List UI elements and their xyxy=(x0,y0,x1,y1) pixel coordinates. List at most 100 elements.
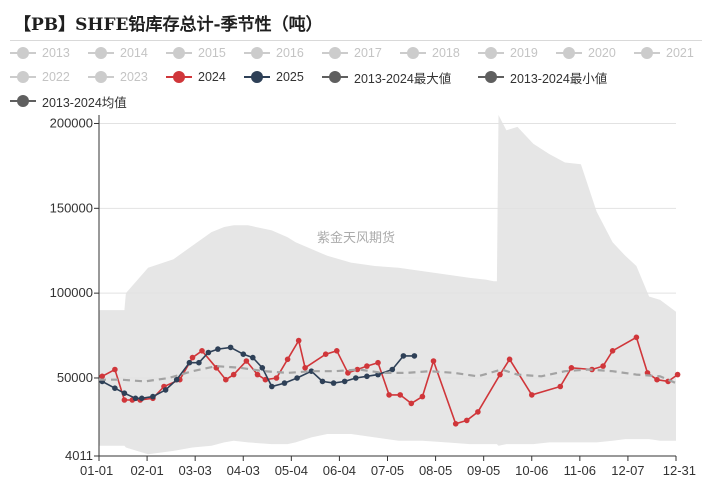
legend-item-2022[interactable]: 2022 xyxy=(10,68,70,86)
data-point-2024 xyxy=(284,356,291,363)
x-tick-label: 08-05 xyxy=(419,463,452,478)
x-tick-label: 04-03 xyxy=(227,463,260,478)
y-tick-label: 200000 xyxy=(50,115,93,130)
legend-item-2023[interactable]: 2023 xyxy=(88,68,148,86)
legend-marker-icon xyxy=(322,70,348,84)
x-tick-label: 06-04 xyxy=(323,463,356,478)
legend-item-2015[interactable]: 2015 xyxy=(166,44,226,62)
data-point-2024 xyxy=(112,366,118,373)
data-point-2025 xyxy=(196,359,202,366)
legend-marker-icon xyxy=(166,46,192,60)
data-point-2025 xyxy=(132,395,139,402)
data-point-2024 xyxy=(557,383,564,390)
data-point-2024 xyxy=(475,409,481,415)
data-point-2025 xyxy=(341,378,348,385)
data-point-2025 xyxy=(215,346,221,352)
legend-label: 2016 xyxy=(276,46,304,60)
data-point-2024 xyxy=(408,400,415,407)
legend-label: 2019 xyxy=(510,46,538,60)
legend-label: 2018 xyxy=(432,46,460,60)
data-point-2025 xyxy=(281,380,288,386)
legend-label: 2013-2024最大値 xyxy=(354,71,452,86)
legend-marker-icon xyxy=(88,46,114,60)
legend-item-2016[interactable]: 2016 xyxy=(244,44,304,62)
data-point-2024 xyxy=(419,393,426,400)
legend-label: 2021 xyxy=(666,46,694,60)
data-point-2025 xyxy=(150,393,156,400)
data-point-2025 xyxy=(364,373,370,380)
title-divider xyxy=(10,40,702,41)
data-point-2024 xyxy=(506,356,513,363)
legend-item-2014[interactable]: 2014 xyxy=(88,44,148,62)
y-tick-label: 150000 xyxy=(50,200,93,215)
legend-label: 2017 xyxy=(354,46,382,60)
legend-label: 2013 xyxy=(42,46,70,60)
data-point-2025 xyxy=(205,349,212,356)
data-point-2024 xyxy=(199,348,205,354)
legend-label: 2014 xyxy=(120,46,148,60)
data-point-2025 xyxy=(330,380,337,386)
data-point-2025 xyxy=(240,351,247,358)
data-point-2024 xyxy=(386,392,392,398)
data-point-2025 xyxy=(139,395,145,402)
data-point-2025 xyxy=(269,383,275,390)
x-tick-label: 03-03 xyxy=(179,463,212,478)
data-point-2025 xyxy=(259,365,266,371)
legend-item-2025[interactable]: 2025 xyxy=(244,68,304,86)
data-point-2024 xyxy=(375,359,381,366)
data-point-2024 xyxy=(243,358,250,364)
data-point-2024 xyxy=(189,354,196,361)
legend-marker-icon xyxy=(478,70,504,84)
legend-item-2021[interactable]: 2021 xyxy=(634,44,694,62)
legend-item-2017[interactable]: 2017 xyxy=(322,44,382,62)
legend-marker-icon xyxy=(244,70,270,84)
data-point-2024 xyxy=(302,365,308,371)
data-point-2024 xyxy=(254,371,261,378)
x-tick-label: 09-05 xyxy=(467,463,500,478)
data-point-2024 xyxy=(322,351,329,358)
legend-item-2019[interactable]: 2019 xyxy=(478,44,538,62)
y-tick-label: 50000 xyxy=(57,370,93,385)
data-point-2025 xyxy=(121,390,128,397)
legend-item-2013-2024-[interactable]: 2013-2024最小値 xyxy=(478,68,607,86)
legend-item-2013-2024-[interactable]: 2013-2024最大値 xyxy=(322,68,451,86)
legend-label: 2020 xyxy=(588,46,616,60)
data-point-2024 xyxy=(529,392,535,398)
data-point-2024 xyxy=(464,417,470,424)
data-point-2024 xyxy=(654,376,660,383)
legend-marker-icon xyxy=(88,70,114,84)
data-point-2024 xyxy=(397,392,404,398)
data-point-2025 xyxy=(400,353,407,359)
legend-marker-icon xyxy=(556,46,582,60)
data-point-2025 xyxy=(250,354,256,361)
data-point-2025 xyxy=(319,378,326,385)
watermark-text: 紫金天风期货 xyxy=(317,230,395,246)
data-point-2024 xyxy=(452,421,459,427)
x-tick-label: 05-04 xyxy=(275,463,308,478)
data-point-2024 xyxy=(334,348,340,354)
series-line-average xyxy=(99,364,677,385)
x-tick-label: 02-01 xyxy=(130,463,163,478)
data-point-2024 xyxy=(430,358,437,364)
legend-item-2020[interactable]: 2020 xyxy=(556,44,616,62)
data-point-2024 xyxy=(364,363,370,369)
legend-item-2013-2024-[interactable]: 2013-2024均值 xyxy=(10,92,127,110)
data-point-2024 xyxy=(99,373,105,380)
data-point-2024 xyxy=(345,370,351,376)
legend-marker-icon xyxy=(478,46,504,60)
data-point-2024 xyxy=(354,366,361,373)
y-tick-label: 4011 xyxy=(65,448,93,463)
data-point-2025 xyxy=(112,385,118,392)
data-point-2025 xyxy=(227,344,234,351)
data-point-2025 xyxy=(353,375,359,381)
legend-item-2013[interactable]: 2013 xyxy=(10,44,70,62)
data-point-2024 xyxy=(295,337,302,344)
data-point-2024 xyxy=(497,371,503,378)
legend-item-2018[interactable]: 2018 xyxy=(400,44,460,62)
data-point-2025 xyxy=(389,366,396,373)
data-point-2024 xyxy=(230,371,237,378)
legend-item-2024[interactable]: 2024 xyxy=(166,68,226,86)
range-band-area xyxy=(99,115,676,455)
legend-marker-icon xyxy=(10,94,36,108)
legend-label: 2024 xyxy=(198,70,226,84)
